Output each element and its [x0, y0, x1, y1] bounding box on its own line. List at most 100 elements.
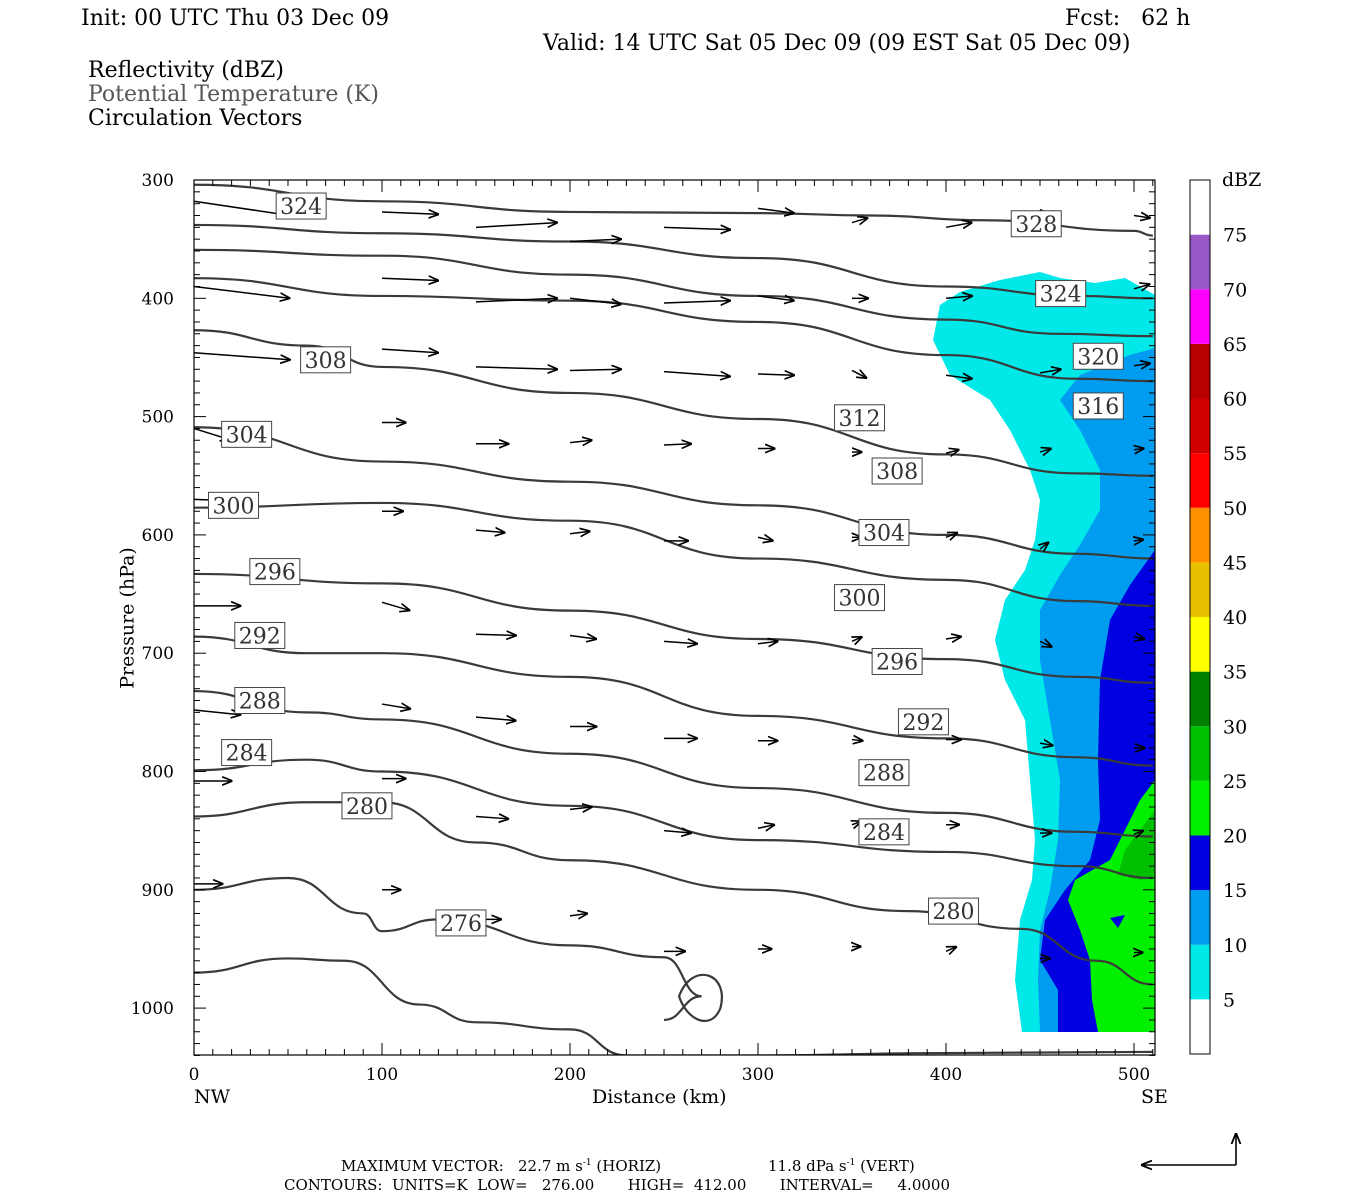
- colorbar-level-label: 55: [1223, 443, 1247, 465]
- y-tick-label: 700: [142, 644, 174, 664]
- colorbar-title: dBZ: [1222, 169, 1262, 191]
- reflectivity-shading: [933, 272, 1155, 1032]
- contour-label-box: [249, 558, 301, 586]
- colorbar: 5 10 15 20 25 30 35 40 45 50 55 60 65 70 75: [1189, 179, 1247, 1055]
- theta-contours: [194, 183, 1153, 1055]
- circulation-vector: [851, 218, 867, 223]
- circulation-vector: [757, 296, 794, 301]
- colorbar-level-label: 50: [1223, 498, 1247, 520]
- circulation-vector: [663, 227, 730, 229]
- contour-label-box: [207, 491, 259, 519]
- circulation-vector: [852, 637, 862, 641]
- contour-label-text: 316: [1077, 395, 1119, 420]
- circulation-vector: [1039, 641, 1052, 646]
- colorbar-bin: [1190, 180, 1210, 235]
- contour-label-box: [234, 621, 286, 649]
- x-tick-label: 200: [554, 1065, 586, 1085]
- circulation-vector: [569, 531, 589, 533]
- circulation-vector: [1039, 369, 1061, 372]
- circulation-vector: [194, 285, 289, 298]
- circulation-vector: [475, 298, 557, 302]
- contour-label-text: 312: [839, 407, 881, 432]
- contour-label: 296: [249, 558, 301, 586]
- contour-label: 296: [871, 647, 923, 675]
- circulation-vector: [663, 831, 691, 833]
- colorbar-bin: [1190, 671, 1210, 727]
- contour-label-text: 308: [305, 349, 347, 374]
- circulation-vector: [945, 223, 972, 228]
- contour-labels: 324 308 304 300 296 292 288 284 280 276 328 324 320 3…: [207, 192, 1124, 937]
- circulation-vector: [1133, 215, 1150, 217]
- theta-contour-line: [194, 758, 1153, 880]
- theta-contour-line: [194, 277, 1153, 383]
- contour-label: 300: [834, 584, 886, 612]
- contour-label-box: [221, 739, 273, 767]
- circulation-vector: [945, 637, 961, 639]
- contour-label: 288: [858, 759, 910, 787]
- circulation-vector: [569, 239, 621, 241]
- refl-25-region: [1118, 810, 1155, 880]
- colorbar-level-label: 10: [1223, 935, 1247, 957]
- contour-label-text: 324: [280, 195, 322, 220]
- colorbar-bin: [1190, 398, 1210, 454]
- theta-contour-line: [194, 223, 1153, 300]
- x-tick-label: 300: [742, 1065, 774, 1085]
- theta-contour-line: [194, 635, 1153, 767]
- theta-contour-line: [194, 183, 1153, 237]
- contour-label-box: [1035, 280, 1087, 308]
- contour-label-text: 296: [254, 561, 296, 586]
- contour-label: 320: [1072, 342, 1124, 370]
- contour-label-box: [221, 420, 273, 448]
- theta-contour-line: [194, 876, 702, 1022]
- x-tick-label: 0: [189, 1065, 200, 1085]
- max-vector-label: MAXIMUM VECTOR:: [341, 1157, 504, 1175]
- circulation-vector: [851, 740, 862, 741]
- contour-label-box: [275, 192, 327, 220]
- contour-info: CONTOURS: UNITS=K LOW= 276.00 HIGH= 412.…: [284, 1176, 950, 1194]
- colorbar-bin: [1190, 999, 1210, 1054]
- theta-closed-contour: [677, 973, 723, 1022]
- field-vectors: Circulation Vectors: [88, 106, 303, 131]
- circulation-vector: [757, 208, 794, 213]
- theta-contour-line: [194, 689, 1153, 838]
- contour-label-text: 320: [1077, 345, 1119, 370]
- refl-20-notch: [1110, 915, 1125, 928]
- colorbar-level-label: 75: [1223, 225, 1247, 247]
- contour-label-text: 324: [1040, 283, 1082, 308]
- colorbar-level-label: 5: [1223, 989, 1235, 1011]
- theta-contour-line: [194, 801, 1153, 986]
- circulation-vector: [569, 635, 596, 639]
- contour-label-box: [1010, 210, 1062, 238]
- theta-contour-line: [194, 957, 1153, 1055]
- circulation-vector: [945, 947, 956, 951]
- circulation-vector: [381, 601, 409, 610]
- circulation-vector: [194, 710, 240, 715]
- contour-label-box: [834, 404, 886, 432]
- y-tick-label: 900: [142, 881, 174, 901]
- contour-label: 292: [234, 621, 286, 649]
- colorbar-level-label: 20: [1223, 826, 1247, 848]
- y-tick-label: 600: [142, 526, 174, 546]
- circulation-vector: [381, 704, 410, 709]
- axis-tick-labels: 0 100 200 300 400 500 300 400 500 600 700 800 900 100…: [131, 171, 1150, 1085]
- circulation-vector: [1134, 831, 1143, 834]
- contour-label: 324: [275, 192, 327, 220]
- contour-label-text: 292: [239, 624, 281, 649]
- colorbar-bin: [1190, 453, 1210, 508]
- contour-label: 312: [834, 404, 886, 432]
- contour-label: 304: [221, 420, 273, 448]
- x-axis-left-end: NW: [194, 1086, 231, 1108]
- colorbar-bin: [1190, 617, 1210, 672]
- max-vector-vert: 11.8 dPa s-1 (VERT): [768, 1157, 915, 1175]
- forecast-hour: Fcst: 62 h: [1065, 6, 1191, 31]
- circulation-vector: [475, 634, 516, 635]
- contour-label: 284: [858, 818, 910, 846]
- colorbar-level-label: 15: [1223, 880, 1247, 902]
- circulation-vector: [381, 278, 438, 280]
- colorbar-bin: [1190, 890, 1210, 945]
- circulation-vector: [757, 825, 774, 828]
- contour-label-box: [341, 792, 393, 820]
- circulation-vector: [475, 816, 508, 818]
- contour-label-text: 300: [212, 494, 254, 519]
- contour-label: 280: [341, 792, 393, 820]
